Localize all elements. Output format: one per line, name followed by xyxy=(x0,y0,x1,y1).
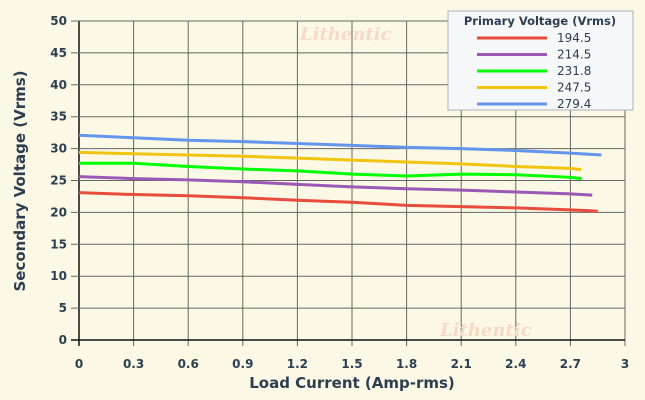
x-tick-label: 1.8 xyxy=(396,357,417,371)
series-line-194.5 xyxy=(78,191,598,213)
x-tick-label: 0.9 xyxy=(232,357,253,371)
x-tick-label: 3 xyxy=(621,357,629,371)
watermark-top: Lithentic xyxy=(299,24,392,45)
series-group xyxy=(78,133,602,213)
x-tick-label: 2.1 xyxy=(451,357,472,371)
y-axis-label: Secondary Voltage (Vrms) xyxy=(11,70,29,291)
y-tick-label: 5 xyxy=(59,301,67,315)
series-line-231.8 xyxy=(79,161,582,181)
x-tick-label: 0 xyxy=(75,357,83,371)
legend-label: 194.5 xyxy=(557,31,591,45)
x-tick-label: 2.7 xyxy=(560,357,581,371)
series-line-279.4 xyxy=(78,133,602,157)
y-tick-label: 10 xyxy=(50,269,67,283)
legend-box xyxy=(447,10,634,111)
y-tick-label: 25 xyxy=(50,174,67,188)
x-axis-label: Load Current (Amp-rms) xyxy=(249,374,455,392)
y-tick-label: 40 xyxy=(50,78,67,92)
x-tick-labels: 0 0.3 0.6 0.9 1.2 1.5 1.8 2.1 2.4 2.7 3 xyxy=(75,357,629,371)
legend-label: 247.5 xyxy=(557,81,591,95)
y-tick-labels: 0 5 10 15 20 25 30 35 40 45 50 xyxy=(50,14,67,347)
series-line-214.5 xyxy=(78,175,593,197)
legend-label: 279.4 xyxy=(557,97,591,111)
x-tick-label: 2.4 xyxy=(505,357,526,371)
y-tick-label: 35 xyxy=(50,110,67,124)
y-tick-label: 15 xyxy=(50,237,67,251)
y-tick-label: 0 xyxy=(59,333,67,347)
series-line-247.5 xyxy=(78,150,582,172)
x-tick-label: 1.5 xyxy=(341,357,362,371)
legend-title: Primary Voltage (Vrms) xyxy=(464,14,616,28)
legend-label: 214.5 xyxy=(557,48,591,62)
legend: Primary Voltage (Vrms) 194.5 214.5 231.8 24… xyxy=(447,10,634,111)
y-tick-label: 30 xyxy=(50,142,67,156)
watermark-bottom: Lithentic xyxy=(439,320,532,341)
y-tick-label: 20 xyxy=(50,205,67,219)
x-tick-label: 0.3 xyxy=(123,357,144,371)
x-tick-label: 1.2 xyxy=(287,357,308,371)
y-tick-label: 45 xyxy=(50,46,67,60)
x-tick-label: 0.6 xyxy=(178,357,199,371)
y-tick-label: 50 xyxy=(50,14,67,28)
legend-label: 231.8 xyxy=(557,64,591,78)
